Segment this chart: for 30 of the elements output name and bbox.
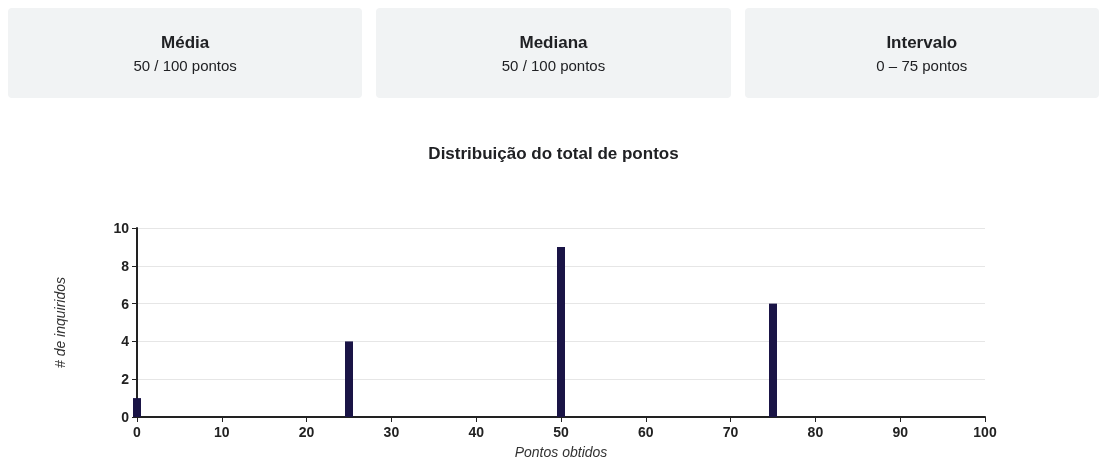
x-tick-label: 30 — [383, 424, 400, 440]
text: 50 / 100 pontos — [501, 56, 606, 74]
x-tick-label: 100 — [973, 424, 997, 440]
y-tick-label: 2 — [121, 371, 130, 388]
bar — [769, 303, 777, 417]
x-tick-label: 0 — [133, 424, 142, 440]
text: Mediana — [519, 32, 588, 53]
text: 0 – 75 pontos — [876, 56, 968, 74]
y-tick-label: 6 — [121, 295, 130, 312]
y-tick-label: 4 — [121, 333, 130, 350]
text: Média — [161, 32, 210, 53]
bar — [133, 398, 141, 417]
bar — [557, 246, 565, 417]
x-axis-title: Pontos obtidos — [514, 444, 608, 460]
y-tick-label: 8 — [121, 257, 130, 274]
x-tick-label: 50 — [553, 424, 569, 440]
x-tick-label: 90 — [892, 424, 909, 440]
x-tick-label: 20 — [298, 424, 315, 440]
y-tick-label: 0 — [121, 409, 130, 425]
y-tick-label: 10 — [113, 220, 130, 236]
chart-title: Distribuição do total de pontos — [428, 144, 679, 163]
x-tick-label: 10 — [214, 424, 230, 440]
x-tick-label: 60 — [638, 424, 654, 440]
x-tick-label: 80 — [807, 424, 824, 440]
x-tick-label: 40 — [468, 424, 485, 440]
bar — [345, 341, 353, 417]
text: Intervalo — [886, 32, 958, 53]
text: 50 / 100 pontos — [133, 56, 237, 74]
y-axis-title: # de inquiridos — [52, 276, 68, 369]
x-tick-label: 70 — [722, 424, 739, 440]
